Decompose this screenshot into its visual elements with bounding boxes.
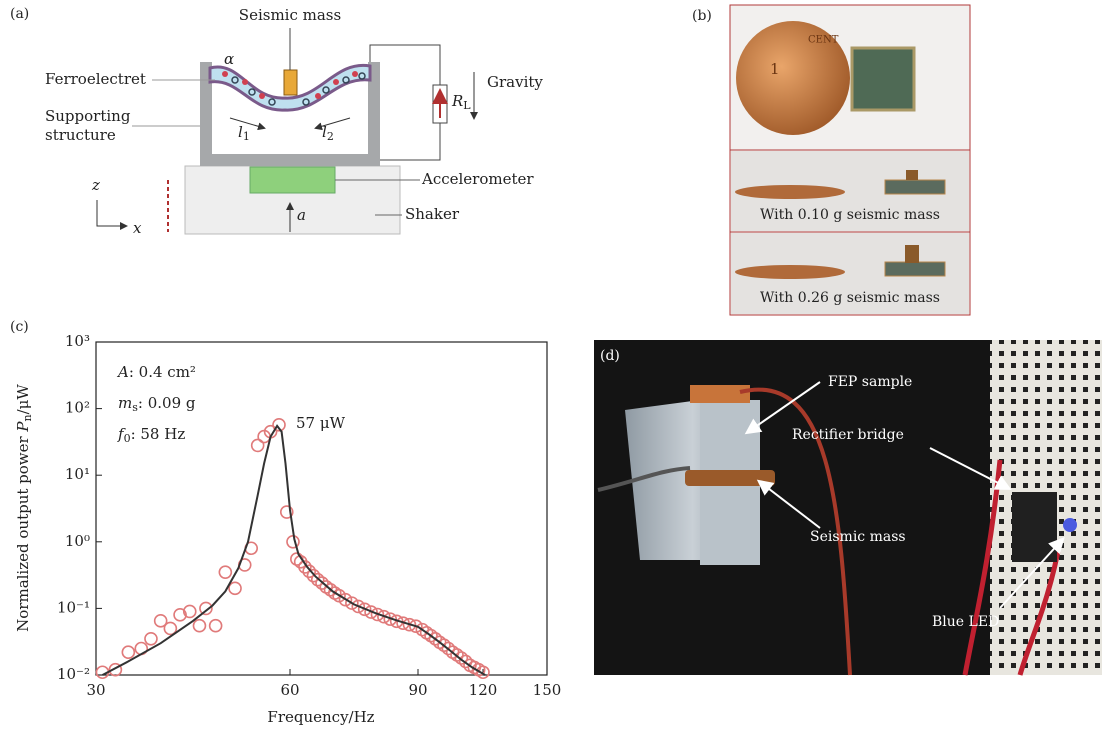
label: x: [133, 219, 142, 237]
y-tick-label: 10²: [65, 399, 90, 417]
text-part: /μW: [14, 384, 32, 415]
text-part: m: [118, 394, 132, 412]
electrode: [690, 385, 750, 403]
caption: With 0.10 g seismic mass: [760, 207, 940, 223]
data-point: [145, 633, 157, 645]
annotation: A: 0.4 cm²: [116, 363, 196, 381]
data-point: [122, 646, 134, 658]
label: l2: [322, 123, 334, 143]
sample: [852, 48, 914, 110]
x-tick-label: 150: [533, 681, 562, 699]
plot-frame: [96, 342, 547, 675]
coin: [735, 265, 845, 279]
text-part: : 0.4 cm²: [129, 363, 196, 381]
figure: (a) Seismic mass Ferroelectret Supportin…: [0, 0, 1102, 730]
caption: With 0.26 g seismic mass: [760, 290, 940, 306]
sample: [885, 262, 945, 276]
y-axis-label: Normalized output power Pn/μW: [14, 384, 34, 632]
y-tick-label: 10¹: [65, 465, 90, 483]
label: Gravity: [487, 73, 543, 91]
accelerometer-shape: [250, 167, 335, 193]
label: Blue LED: [932, 614, 999, 630]
text-part: A: [116, 363, 129, 381]
label: α: [224, 50, 234, 68]
label: Supporting: [45, 107, 131, 125]
data-point: [252, 439, 264, 451]
circuit: [370, 45, 440, 160]
axes-icon: [97, 200, 126, 226]
panel-label: (a): [10, 6, 29, 22]
coin: [735, 185, 845, 199]
led: [1063, 518, 1077, 532]
panel-label: (c): [10, 319, 29, 335]
x-tick-label: 30: [86, 681, 105, 699]
label: Seismic mass: [810, 529, 906, 545]
label: Seismic mass: [239, 6, 341, 24]
label: a: [297, 206, 306, 224]
y-tick-label: 10⁻¹: [57, 598, 90, 616]
sample: [885, 180, 945, 194]
text-part: L: [463, 99, 471, 112]
y-tick-label: 10⁰: [65, 532, 90, 550]
label: Rectifier bridge: [792, 427, 904, 443]
label: Shaker: [405, 205, 460, 223]
x-tick-label: 60: [280, 681, 299, 699]
y-tick-label: 10⁻²: [57, 665, 90, 683]
text-part: : 58 Hz: [131, 425, 186, 443]
text-part: n: [21, 414, 34, 421]
data-point: [210, 620, 222, 632]
annotation: f0: 58 Hz: [117, 425, 185, 445]
mass: [905, 245, 919, 263]
data-point: [193, 620, 205, 632]
data-point: [219, 566, 231, 578]
text-part: 0: [124, 432, 131, 445]
panel-label: (b): [692, 8, 712, 24]
label: RL: [451, 92, 471, 112]
text-part: R: [451, 92, 463, 110]
coin-text: CENT: [808, 35, 839, 46]
panel-d: (d) FEP sample Rectifier bridge Seismic …: [594, 340, 1102, 675]
seismic-mass-shape: [284, 70, 297, 95]
text-part: Normalized output power: [14, 432, 32, 632]
label: Ferroelectret: [45, 70, 146, 88]
text-part: : 0.09 g: [138, 394, 196, 412]
panel-a: (a) Seismic mass Ferroelectret Supportin…: [10, 6, 543, 237]
label: l1: [238, 123, 250, 143]
text-part: 2: [327, 130, 334, 143]
arrow: [230, 118, 264, 128]
label: structure: [45, 126, 116, 144]
data-point: [229, 582, 241, 594]
text-part: 57 μW: [296, 414, 346, 432]
coin-text: 1: [770, 60, 780, 78]
annotation: 57 μW: [296, 414, 346, 432]
panel-c: (c) Frequency/Hz Normalized output power…: [10, 319, 561, 726]
label: z: [91, 176, 100, 194]
mass: [906, 170, 918, 180]
annotation: ms: 0.09 g: [118, 394, 196, 414]
fit-line: [103, 426, 486, 675]
text-part: 1: [243, 130, 250, 143]
x-tick-label: 120: [469, 681, 498, 699]
x-axis-label: Frequency/Hz: [267, 708, 374, 726]
label: FEP sample: [828, 374, 912, 390]
panel-b: (b) 1 CENT With 0.10 g seismic mass With…: [692, 5, 970, 315]
y-tick-label: 10³: [65, 332, 90, 350]
x-tick-label: 90: [408, 681, 427, 699]
panel-label: (d): [600, 348, 620, 364]
label: Accelerometer: [421, 170, 534, 188]
